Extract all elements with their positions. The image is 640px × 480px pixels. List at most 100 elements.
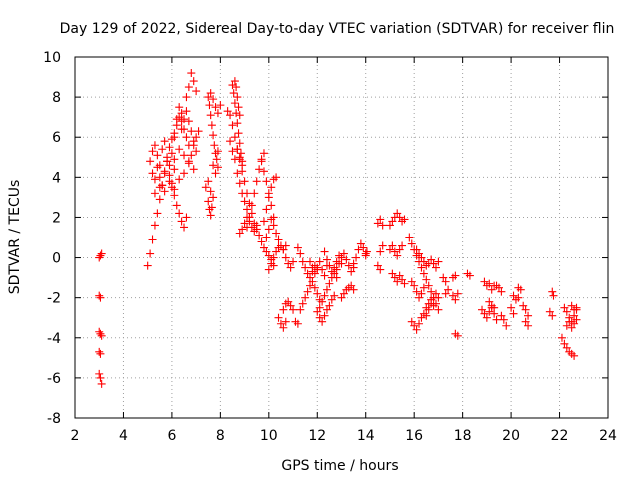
data-point [257,237,266,246]
plot-frame [74,56,609,419]
data-point [259,167,268,176]
data-point [327,295,336,304]
data-point [284,297,293,306]
data-point [155,195,164,204]
data-point [507,303,516,312]
data-point [572,315,581,324]
data-point [235,139,244,148]
data-point [337,253,346,262]
x-tick-label: 6 [167,428,176,444]
data-point [233,145,242,154]
data-point [211,169,220,178]
data-point [259,243,268,252]
data-point [228,121,237,130]
data-point [385,245,394,254]
data-point [250,227,259,236]
x-tick-label: 14 [357,428,375,444]
data-point [325,279,334,288]
data-point [298,257,307,266]
data-point [361,251,370,260]
data-point [519,301,528,310]
data-point [567,323,576,332]
data-point [158,145,167,154]
data-point [545,307,554,316]
data-point [393,251,402,260]
data-point [262,177,271,186]
data-point [480,309,489,318]
data-point [281,241,290,250]
data-point [378,241,387,250]
x-tick-label: 4 [119,428,128,444]
data-point [405,233,414,242]
data-point [226,111,235,120]
data-point [267,201,276,210]
data-point [96,251,105,260]
x-tick-label: 18 [454,428,472,444]
data-point [257,157,266,166]
data-point [213,163,222,172]
data-point [419,283,428,292]
data-point [165,143,174,152]
data-point [153,151,162,160]
data-point [570,351,579,360]
data-point [175,103,184,112]
data-point [362,247,371,256]
data-point [233,119,242,128]
data-point [177,125,186,134]
data-point [205,101,214,110]
data-point [240,219,249,228]
data-point [167,183,176,192]
data-point [274,235,283,244]
data-point [453,331,462,340]
data-point [216,101,225,110]
data-point [347,281,356,290]
data-point [335,259,344,268]
data-point [296,305,305,314]
data-point [262,247,271,256]
data-point [548,311,557,320]
data-point [482,313,491,322]
x-tick-label: 16 [405,428,423,444]
data-point [422,311,431,320]
data-point [175,175,184,184]
y-tick-label: 2 [52,210,61,226]
data-point [395,245,404,254]
data-point [209,131,218,140]
data-point [407,239,416,248]
data-point [272,229,281,238]
data-point [226,137,235,146]
data-point [322,255,331,264]
data-point [562,343,571,352]
data-point [177,217,186,226]
data-point [255,231,264,240]
data-point [497,311,506,320]
data-point [315,303,324,312]
data-point [148,169,157,178]
data-point [232,109,241,118]
data-point [223,107,232,116]
data-point [269,221,278,230]
data-point [284,259,293,268]
data-point [320,271,329,280]
data-point [182,93,191,102]
data-point [514,293,523,302]
data-point [441,277,450,286]
data-point [451,271,460,280]
data-point [385,221,394,230]
data-point [272,247,281,256]
y-tick-label: 6 [52,130,61,146]
data-point [229,89,238,98]
data-point [153,209,162,218]
data-point [499,315,508,324]
data-point [233,93,242,102]
data-point [234,103,243,112]
y-tick-label: -2 [47,291,61,307]
data-point [148,235,157,244]
y-tick-label: 10 [43,50,61,66]
data-point [434,257,443,266]
data-point [424,281,433,290]
data-point [160,137,169,146]
data-point [177,109,186,118]
data-point [400,215,409,224]
data-point [347,267,356,276]
